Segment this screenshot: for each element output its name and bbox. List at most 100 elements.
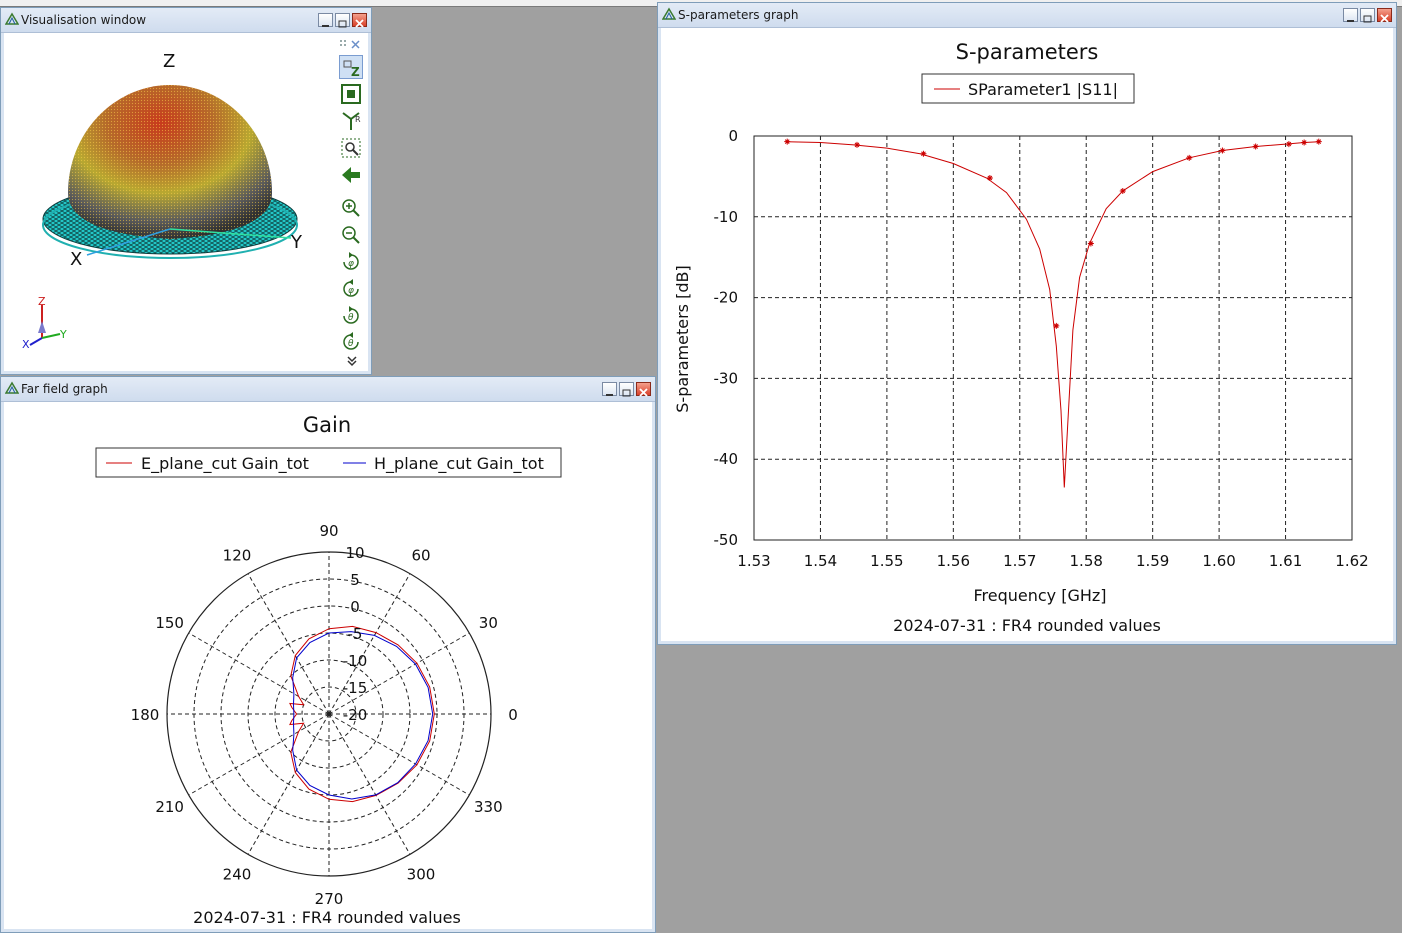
rotate-theta-cw-icon[interactable]: θ [340, 331, 362, 353]
polar-series [289, 625, 435, 803]
x-tick-label: 1.56 [937, 552, 970, 570]
angle-tick-label: 60 [411, 547, 430, 565]
sparam-window-title: S-parameters graph [678, 8, 799, 22]
x-tick-label: 1.61 [1269, 552, 1302, 570]
close-button[interactable] [352, 13, 367, 28]
zoom-box-icon[interactable] [340, 137, 362, 159]
toolbar-grip-icon[interactable] [339, 39, 363, 51]
maximize-button[interactable] [335, 13, 350, 28]
x-axis-label: Frequency [GHz] [973, 586, 1106, 605]
y-axis-line [169, 228, 292, 239]
angle-tick-label: 270 [315, 890, 344, 908]
minimize-icon [1347, 20, 1354, 22]
s11-marker [1186, 154, 1193, 161]
svg-text:Z: Z [38, 295, 46, 308]
angle-tick-label: 240 [223, 865, 252, 883]
x-tick-label: 1.53 [737, 552, 770, 570]
maximize-icon [338, 20, 347, 28]
svg-text:Y: Y [59, 328, 67, 341]
gain-polar-chart[interactable]: Gain E_plane_cut Gain_tot H_plane_cut Ga… [5, 402, 651, 928]
axis-label-z: Z [163, 51, 175, 72]
legend-entry-h-plane: H_plane_cut Gain_tot [374, 454, 544, 474]
y-tick-label: -50 [714, 531, 739, 549]
app-logo-icon [662, 7, 676, 20]
x-tick-label: 1.59 [1136, 552, 1169, 570]
y-tick-label: 0 [728, 127, 738, 145]
y-tick-label: -10 [714, 208, 739, 226]
radial-tick-label: 5 [350, 571, 360, 589]
more-chevron-icon[interactable] [346, 355, 358, 367]
svg-text:θ: θ [348, 339, 354, 349]
svg-text:X: X [22, 338, 30, 351]
maximize-button[interactable] [1360, 8, 1375, 23]
zoom-out-icon[interactable] [340, 224, 362, 246]
x-tick-label: 1.58 [1070, 552, 1103, 570]
chart-legend [95, 447, 562, 478]
close-button[interactable] [636, 382, 651, 397]
zoom-in-icon[interactable] [340, 197, 362, 219]
sparam-line-chart[interactable]: S-parameters SParameter1 |S11| 1.53 1.54 1… [662, 28, 1392, 640]
angle-tick-label: 330 [474, 798, 503, 816]
x-axis-line [86, 228, 171, 256]
axis-label-x: X [70, 249, 82, 270]
y-tick-label: -40 [714, 450, 739, 468]
s11-marker [920, 150, 927, 157]
s11-marker [1285, 141, 1292, 148]
app-logo-icon [5, 381, 19, 394]
axes-r-icon[interactable]: R [340, 110, 362, 132]
sparam-window-titlebar[interactable]: S-parameters graph [658, 3, 1396, 28]
sparam-tick-labels: 1.53 1.54 1.55 1.56 1.57 1.58 1.59 1.60 1.61 1.62… [714, 127, 1369, 570]
x-tick-label: 1.62 [1335, 552, 1368, 570]
rotate-theta-ccw-icon[interactable]: θ [340, 305, 362, 327]
polar-spoke [328, 713, 470, 796]
polar-spoke [328, 632, 470, 715]
svg-text:θ: θ [348, 313, 354, 323]
radial-tick-label: -5 [348, 625, 363, 643]
minimize-icon [322, 25, 329, 27]
back-arrow-icon[interactable] [340, 164, 362, 186]
s11-marker [1053, 322, 1060, 329]
polar-spoke [247, 713, 330, 855]
s11-marker [1252, 143, 1259, 150]
farfield-window-titlebar[interactable]: Far field graph [1, 377, 655, 402]
3d-viewport[interactable]: Z X Y Z X Y [5, 33, 335, 370]
fit-view-icon[interactable] [340, 83, 362, 105]
radial-tick-label: 0 [350, 598, 360, 616]
s11-marker [1119, 187, 1126, 194]
minimize-button[interactable] [602, 382, 617, 396]
y-axis-label: S-parameters [dB] [673, 265, 692, 412]
visualisation-window[interactable]: Visualisation window [0, 7, 372, 375]
angle-tick-label: 30 [479, 614, 498, 632]
x-tick-label: 1.54 [804, 552, 837, 570]
chart-title: S-parameters [956, 40, 1099, 64]
lock-z-icon[interactable]: Z [339, 55, 363, 79]
minimize-button[interactable] [1343, 8, 1358, 22]
rotate-phi-ccw-icon[interactable]: φ [340, 251, 362, 273]
sparam-window[interactable]: S-parameters graph S-parameters SParamet… [657, 2, 1397, 645]
visualisation-window-titlebar[interactable]: Visualisation window [1, 8, 371, 33]
svg-text:R: R [355, 115, 361, 124]
minimize-button[interactable] [318, 13, 333, 27]
svg-text:φ: φ [348, 259, 354, 269]
radial-tick-label: -15 [343, 679, 368, 697]
close-button[interactable] [1377, 8, 1392, 23]
visualisation-window-title: Visualisation window [21, 13, 147, 27]
s11-marker [1087, 240, 1094, 247]
angle-tick-label: 150 [155, 614, 184, 632]
x-tick-label: 1.60 [1202, 552, 1235, 570]
x-tick-label: 1.57 [1003, 552, 1036, 570]
maximize-icon [1363, 15, 1372, 23]
maximize-button[interactable] [619, 382, 634, 397]
s11-marker [784, 138, 791, 145]
farfield-window[interactable]: Far field graph Gain E_plane_cut Gain_to… [0, 376, 656, 933]
chart-title: Gain [303, 413, 351, 437]
minimize-icon [606, 394, 613, 396]
sparam-series [784, 138, 1322, 488]
angle-tick-label: 90 [319, 522, 338, 540]
e-plane-gain-line [289, 625, 435, 803]
svg-text:Z: Z [351, 65, 360, 79]
radial-tick-label: 10 [345, 544, 364, 562]
close-icon [1380, 14, 1389, 23]
axis-label-y: Y [290, 232, 303, 253]
rotate-phi-cw-icon[interactable]: φ [340, 278, 362, 300]
